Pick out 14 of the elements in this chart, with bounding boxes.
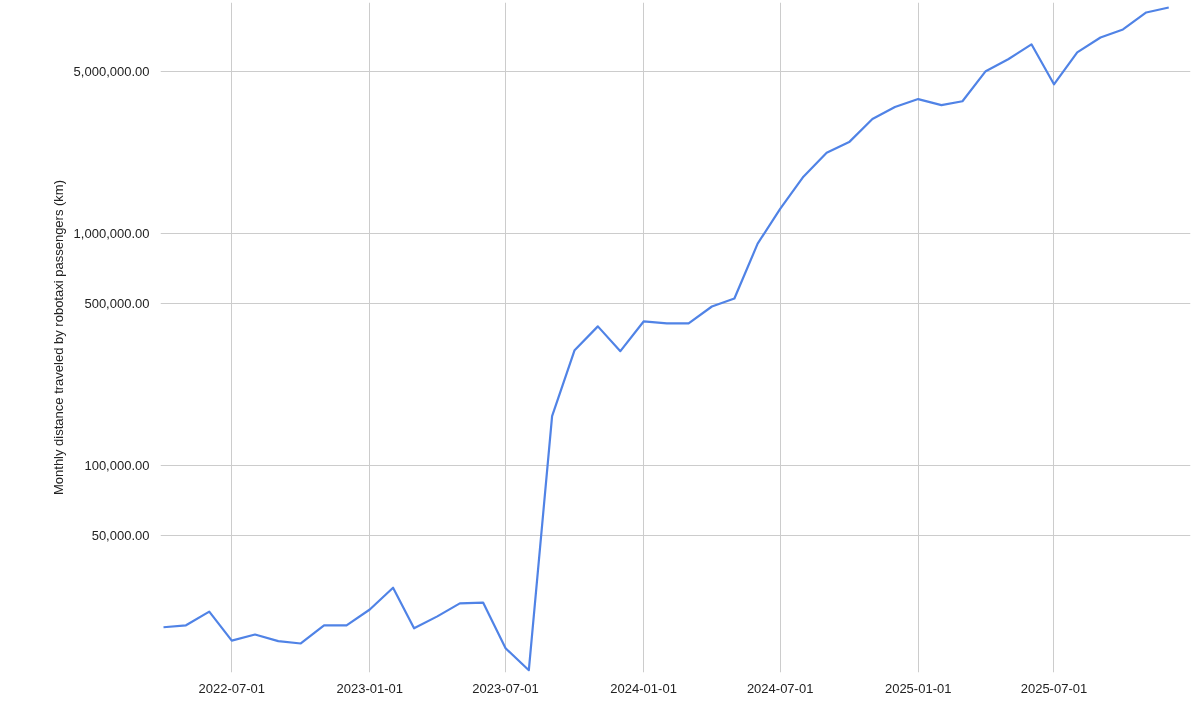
y-tick-label: 500,000.00 bbox=[84, 296, 150, 312]
y-axis-title: Monthly distance traveled by robotaxi passengers (km) bbox=[50, 179, 66, 496]
y-tick-label: 50,000.00 bbox=[91, 528, 150, 544]
y-tick-label: 100,000.00 bbox=[84, 458, 150, 474]
line-series bbox=[162, 6, 1170, 672]
x-tick-label: 2025-01-01 bbox=[884, 680, 952, 696]
y-tick-label: 5,000,000.00 bbox=[73, 63, 150, 79]
x-tick-label: 2023-01-01 bbox=[336, 680, 404, 696]
x-tick-label: 2025-07-01 bbox=[1020, 680, 1088, 696]
x-tick-label: 2024-01-01 bbox=[610, 680, 677, 696]
x-tick-label: 2023-07-01 bbox=[472, 680, 539, 696]
x-tick-label: 2022-07-01 bbox=[198, 680, 266, 696]
x-tick-label: 2024-07-01 bbox=[746, 680, 814, 696]
y-tick-label: 1,000,000.00 bbox=[73, 226, 150, 242]
